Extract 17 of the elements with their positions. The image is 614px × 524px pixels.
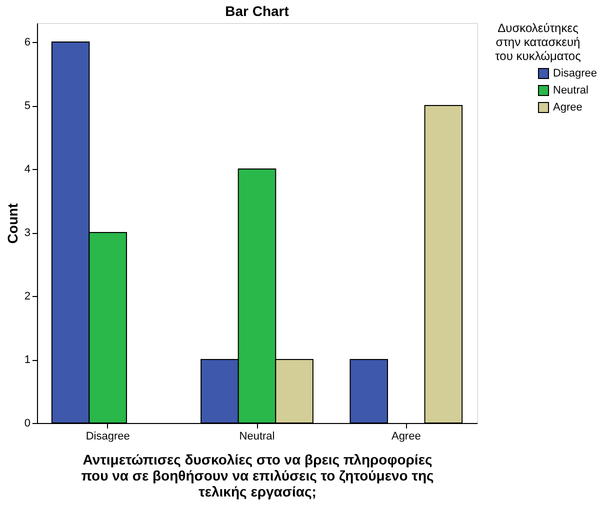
y-tick-label: 2 xyxy=(24,290,30,303)
x-axis-title: Αντιμετώπισες δυσκολίες στο να βρεις πληροφορίες που να σε βοηθήσουν να επιλύσεις το ζητούμενο της τελικής εργασίας; xyxy=(81,452,434,500)
y-tick-label: 3 xyxy=(24,227,30,240)
y-tick-label: 5 xyxy=(24,100,30,112)
chart-title: Bar Chart xyxy=(225,3,290,19)
y-tick-label: 6 xyxy=(24,36,30,49)
legend-label: Neutral xyxy=(553,84,588,96)
y-tick-label: 0 xyxy=(24,418,30,430)
x-tick-label: Agree xyxy=(391,430,421,442)
legend-label: Agree xyxy=(553,102,582,114)
x-tick-label: Neutral xyxy=(239,430,275,442)
x-tick-label: Disagree xyxy=(86,430,130,442)
y-tick-label: 4 xyxy=(24,164,30,176)
y-axis-title: Count xyxy=(4,202,20,244)
y-tick-label: 1 xyxy=(24,354,30,366)
legend-title: Δυσκολεύτηκες στην κατασκευή του κυκλώματος xyxy=(495,21,582,63)
legend-label: Disagree xyxy=(553,68,598,80)
